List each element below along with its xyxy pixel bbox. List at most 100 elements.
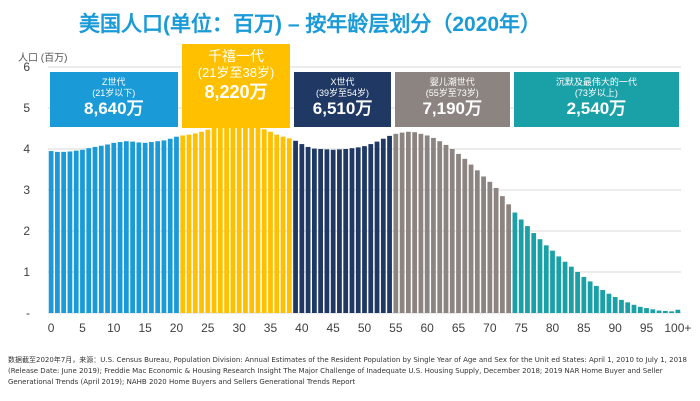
population-bar-age-47 bbox=[343, 149, 349, 313]
population-bar-age-23 bbox=[192, 133, 198, 313]
x-tick-label: 95 bbox=[640, 321, 654, 335]
population-bar-age-48 bbox=[349, 148, 355, 313]
generation-box-boomers: 婴儿潮世代 (55岁至73岁) 7,190万 bbox=[394, 72, 510, 127]
population-bar-age-4 bbox=[73, 150, 79, 313]
population-bar-age-74 bbox=[512, 212, 518, 313]
population-bar-age-88 bbox=[600, 290, 606, 313]
y-tick-label: 3 bbox=[23, 183, 30, 197]
population-bar-age-2 bbox=[61, 151, 67, 313]
y-tick-label: 1 bbox=[23, 265, 30, 279]
x-tick-label: 55 bbox=[389, 321, 403, 335]
population-bar-age-31 bbox=[243, 125, 248, 313]
population-bar-age-91 bbox=[619, 299, 624, 313]
population-bar-age-8 bbox=[98, 145, 104, 313]
population-bar-age-27 bbox=[217, 126, 223, 313]
population-bar-age-61 bbox=[431, 137, 436, 313]
population-bar-age-58 bbox=[412, 132, 418, 313]
x-tick-label: 80 bbox=[546, 321, 560, 335]
generation-name: 沉默及最伟大的一代 bbox=[555, 77, 637, 87]
population-bar-age-25 bbox=[205, 129, 211, 313]
population-bar-age-13 bbox=[130, 141, 135, 313]
population-bar-age-0 bbox=[48, 151, 54, 313]
x-tick-label: 35 bbox=[264, 321, 278, 335]
population-bar-age-12 bbox=[123, 141, 129, 313]
population-bar-age-76 bbox=[525, 226, 530, 313]
population-bar-age-82 bbox=[562, 261, 568, 313]
population-bar-age-18 bbox=[161, 140, 167, 313]
source-note: 数据截至2020年7月，来源：U.S. Census Bureau, Popul… bbox=[8, 356, 687, 386]
population-bar-age-36 bbox=[274, 134, 280, 313]
population-bar-age-20 bbox=[174, 136, 179, 313]
population-bar-age-38 bbox=[286, 138, 292, 313]
x-tick-label: 10 bbox=[107, 321, 121, 335]
population-bar-age-81 bbox=[556, 256, 562, 313]
population-bar-age-55 bbox=[393, 133, 399, 313]
x-tick-label: 15 bbox=[138, 321, 152, 335]
x-tick-label: 40 bbox=[295, 321, 309, 335]
population-bar-age-97 bbox=[656, 310, 662, 313]
population-bar-age-28 bbox=[224, 124, 230, 314]
population-bar-age-49 bbox=[355, 147, 361, 313]
population-bar-age-100 bbox=[675, 309, 681, 313]
population-bar-age-63 bbox=[443, 144, 449, 313]
population-bar-age-95 bbox=[644, 308, 649, 313]
x-tick-label: 65 bbox=[452, 321, 466, 335]
population-bar-age-72 bbox=[499, 196, 505, 313]
y-tick-label: 4 bbox=[23, 142, 30, 156]
population-bar-age-15 bbox=[142, 142, 148, 313]
x-tick-label: 30 bbox=[232, 321, 246, 335]
population-bar-age-33 bbox=[255, 127, 261, 314]
population-bar-age-94 bbox=[637, 306, 643, 313]
population-bar-age-59 bbox=[418, 133, 424, 313]
x-tick-label: 75 bbox=[515, 321, 529, 335]
generation-population: 6,510万 bbox=[312, 99, 373, 118]
population-bar-age-30 bbox=[236, 123, 242, 313]
population-bar-age-14 bbox=[136, 142, 142, 313]
population-bar-age-5 bbox=[80, 149, 85, 313]
population-bar-age-40 bbox=[299, 144, 305, 313]
population-bar-age-93 bbox=[631, 304, 637, 313]
population-bar-age-60 bbox=[424, 135, 430, 313]
y-tick-label: 6 bbox=[23, 60, 30, 74]
population-bar-age-9 bbox=[105, 144, 110, 313]
chart-title: 美国人口(单位：百万) – 按年龄层划分（2020年） bbox=[79, 13, 542, 36]
population-bar-age-69 bbox=[481, 176, 486, 313]
generation-age-range: (21岁至38岁) bbox=[197, 65, 275, 80]
generation-population: 2,540万 bbox=[566, 99, 627, 118]
population-bar-age-37 bbox=[280, 136, 286, 313]
population-bar-age-42 bbox=[311, 148, 317, 313]
population-bar-age-52 bbox=[374, 141, 380, 313]
population-bar-age-44 bbox=[324, 149, 330, 313]
population-bar-age-17 bbox=[155, 141, 161, 313]
population-bar-age-35 bbox=[268, 131, 273, 313]
population-bar-age-99 bbox=[669, 311, 674, 313]
population-bar-age-46 bbox=[337, 149, 342, 313]
population-bar-age-6 bbox=[86, 148, 92, 313]
population-bar-age-80 bbox=[550, 250, 555, 313]
y-tick-label: 2 bbox=[23, 224, 30, 238]
population-bar-age-22 bbox=[186, 134, 192, 313]
generation-name: 婴儿潮世代 bbox=[429, 77, 475, 87]
population-bar-age-34 bbox=[261, 129, 267, 313]
population-bar-age-32 bbox=[249, 126, 255, 313]
population-bar-age-26 bbox=[211, 127, 217, 314]
population-bar-age-92 bbox=[625, 302, 631, 313]
y-axis-label: 人口 (百万) bbox=[18, 53, 68, 64]
population-bar-age-89 bbox=[606, 293, 612, 313]
x-tick-label: 90 bbox=[609, 321, 623, 335]
x-tick-label: 100+ bbox=[664, 321, 691, 335]
x-tick-label: 0 bbox=[48, 321, 55, 335]
population-bar-age-57 bbox=[405, 131, 411, 313]
population-bar-age-70 bbox=[487, 181, 493, 313]
population-bar-age-84 bbox=[575, 272, 580, 313]
population-bar-age-7 bbox=[92, 146, 98, 313]
population-bar-age-67 bbox=[468, 164, 474, 313]
x-tick-label: 25 bbox=[201, 321, 215, 335]
population-bar-age-21 bbox=[180, 135, 186, 313]
generation-name: 千禧一代 bbox=[208, 48, 264, 64]
generation-box-gen_z: Z世代 (21岁以下) 8,640万 bbox=[50, 72, 178, 127]
population-bar-age-16 bbox=[149, 142, 154, 313]
generation-name: Z世代 bbox=[102, 77, 126, 87]
x-tick-label: 70 bbox=[483, 321, 497, 335]
